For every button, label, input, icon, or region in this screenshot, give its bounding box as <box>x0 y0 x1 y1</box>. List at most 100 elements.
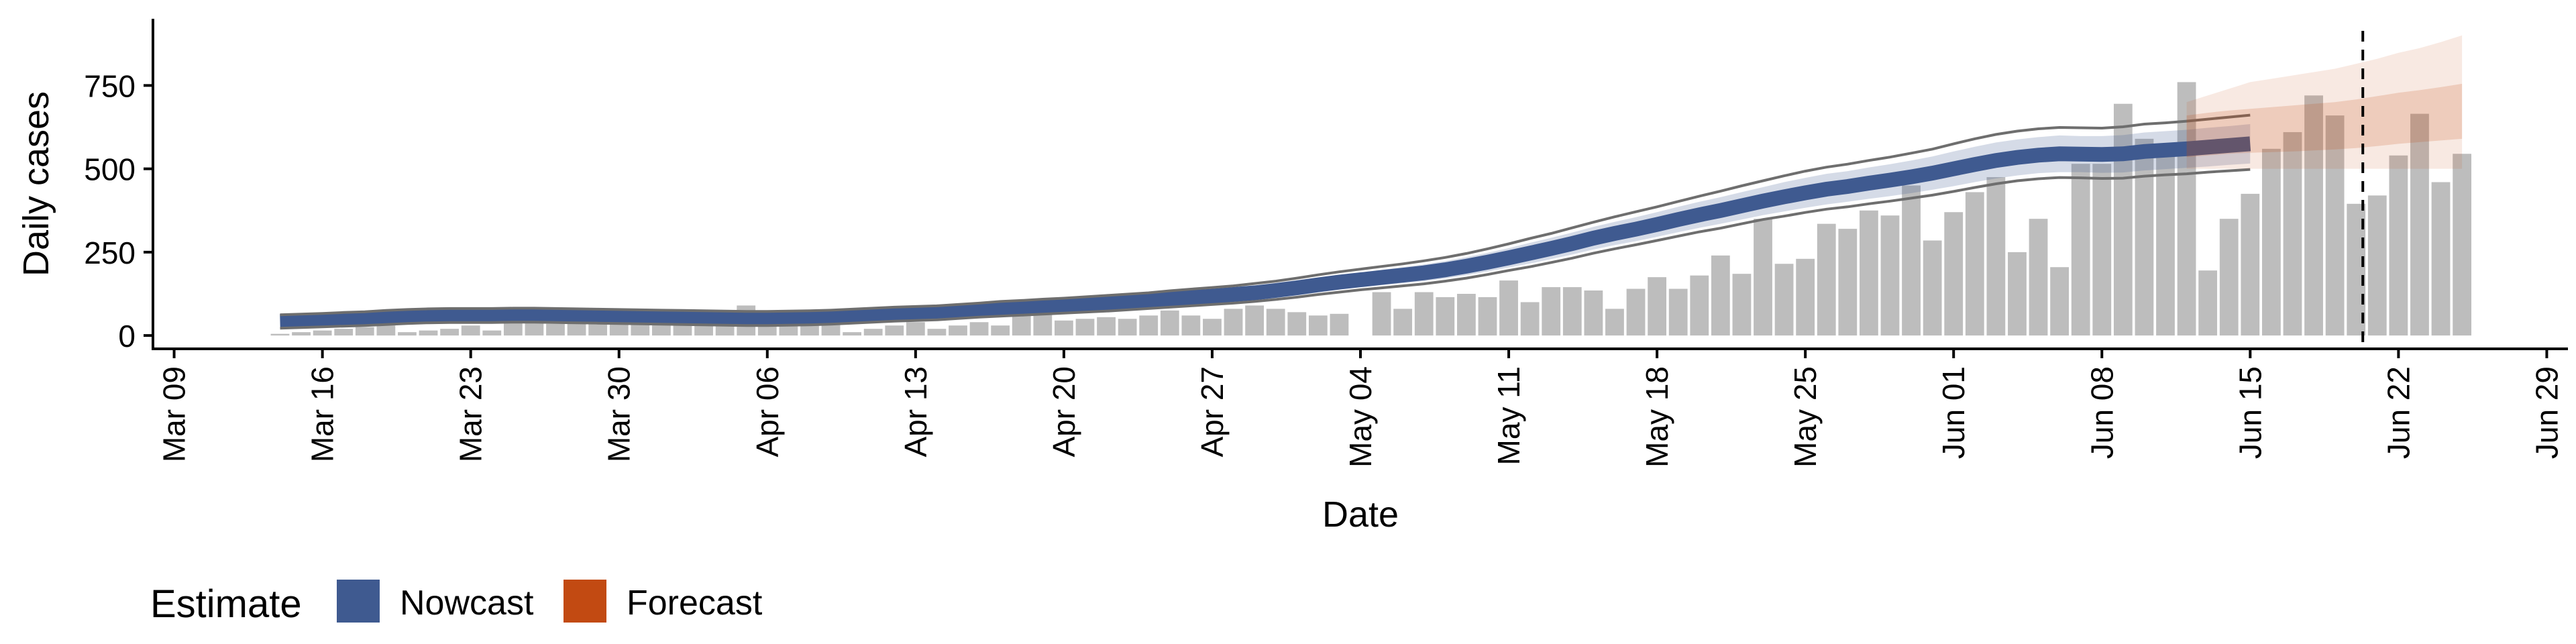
bar <box>2071 164 2090 336</box>
bar <box>1457 294 1476 336</box>
bars-layer <box>270 82 2471 336</box>
x-tick-label: Apr 20 <box>1046 366 1081 458</box>
bar <box>1860 210 1878 336</box>
x-tick-label: May 25 <box>1788 366 1823 468</box>
bar <box>2050 267 2069 336</box>
bar <box>1902 185 1921 336</box>
bar <box>355 327 374 336</box>
bar <box>1266 309 1285 336</box>
bar <box>1414 292 1434 336</box>
x-tick-label: Mar 09 <box>157 366 192 462</box>
bands-layer <box>280 35 2463 330</box>
nowcast-lower-line <box>280 168 2251 330</box>
x-tick-label: May 18 <box>1640 366 1674 468</box>
legend: Estimate Nowcast Forecast <box>150 580 763 626</box>
bar <box>1774 264 1794 336</box>
x-tick-label: Mar 23 <box>453 366 488 462</box>
x-tick-label: Jun 01 <box>1936 366 1971 459</box>
bar <box>1181 315 1201 336</box>
bar <box>376 325 396 336</box>
x-tick-label: May 04 <box>1343 366 1378 468</box>
bar <box>1499 280 1518 336</box>
bar <box>313 330 332 336</box>
bar <box>1075 319 1095 336</box>
nowcast-median-band <box>280 136 2251 329</box>
bar <box>2198 270 2218 336</box>
bar <box>1690 275 1709 336</box>
bar <box>2325 115 2345 336</box>
bar <box>1880 215 1900 336</box>
bar <box>1965 192 1984 336</box>
x-tick-label: Jun 08 <box>2084 366 2119 459</box>
y-tick-label: 500 <box>84 152 136 187</box>
x-tick-label: Apr 27 <box>1195 366 1230 458</box>
bar <box>270 333 290 336</box>
bar <box>2262 148 2281 336</box>
bar <box>546 323 565 336</box>
bar <box>2177 82 2196 336</box>
bar <box>1478 297 1497 336</box>
bar <box>1287 312 1307 336</box>
bar <box>1605 309 1624 336</box>
bar <box>398 332 417 336</box>
bar <box>2367 195 2387 336</box>
bar <box>1308 315 1328 336</box>
bar <box>1562 287 1582 336</box>
bar <box>2410 113 2429 336</box>
legend-label-forecast: Forecast <box>627 584 763 623</box>
bar <box>2135 138 2154 336</box>
bar <box>334 329 354 336</box>
bar <box>906 322 925 336</box>
bar <box>1160 310 1179 336</box>
bar <box>863 329 883 336</box>
bar <box>1796 258 1815 336</box>
bar <box>2431 182 2451 336</box>
bar <box>1711 255 1730 336</box>
bar <box>2156 152 2175 336</box>
bar <box>292 332 311 336</box>
nowcast-upper-line <box>280 113 2251 317</box>
x-tick-label: Jun 22 <box>2381 366 2416 459</box>
bar <box>1436 297 1455 336</box>
bar <box>2219 219 2239 336</box>
bar <box>1732 274 1752 336</box>
x-tick-label: Apr 06 <box>750 366 785 458</box>
legend-swatch-forecast <box>564 580 606 623</box>
legend-swatch-nowcast <box>337 580 380 623</box>
bar <box>1648 277 1666 336</box>
x-tick-label: Mar 16 <box>305 366 340 462</box>
y-ticks: 0 250 500 750 <box>84 68 153 354</box>
bar <box>2113 103 2133 336</box>
legend-label-nowcast: Nowcast <box>400 584 534 623</box>
y-tick-label: 750 <box>84 68 136 103</box>
bar <box>1033 313 1053 336</box>
bar <box>1584 290 1603 336</box>
y-axis-title: Daily cases <box>16 91 56 276</box>
bar <box>2389 155 2408 336</box>
y-tick-label: 0 <box>118 319 136 354</box>
bar <box>843 332 861 336</box>
forecast-band-50 <box>2186 83 2463 158</box>
bar <box>1203 319 1222 336</box>
bar <box>1330 313 1349 336</box>
bar <box>1923 240 1942 336</box>
legend-title: Estimate <box>150 582 302 626</box>
x-tick-label: Jun 29 <box>2529 366 2564 459</box>
bar <box>1372 292 1391 336</box>
bar <box>1245 305 1264 336</box>
bar <box>1542 287 1561 336</box>
bar <box>2092 164 2112 336</box>
bar <box>2241 193 2260 336</box>
bar <box>1817 223 1836 336</box>
bar <box>949 325 967 336</box>
bar <box>1626 288 1646 336</box>
bar <box>1393 309 1413 336</box>
bar <box>2453 154 2471 336</box>
bar <box>1944 212 1964 336</box>
bar <box>885 325 904 336</box>
bar <box>609 323 629 336</box>
bar <box>2304 95 2323 336</box>
bar <box>969 322 989 336</box>
bar <box>1055 320 1073 336</box>
x-ticks: Mar 09 Mar 16 Mar 23 Mar 30 Apr 06 Apr 13 Apr … <box>157 349 2564 468</box>
